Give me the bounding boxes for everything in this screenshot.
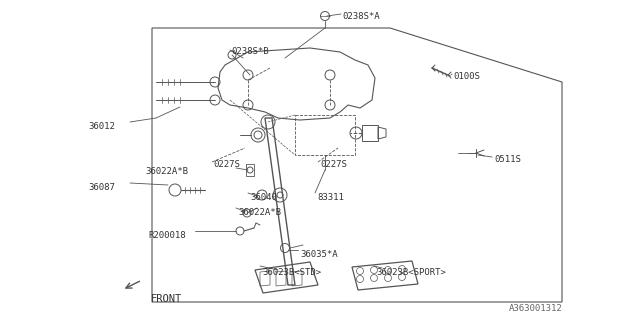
Text: 0227S: 0227S <box>213 160 240 169</box>
Text: 0227S: 0227S <box>320 160 347 169</box>
Text: 36022A*B: 36022A*B <box>238 208 281 217</box>
Text: 36023B<SPORT>: 36023B<SPORT> <box>376 268 446 277</box>
Text: 83311: 83311 <box>317 193 344 202</box>
Text: 0511S: 0511S <box>494 155 521 164</box>
Text: 36035*A: 36035*A <box>300 250 338 259</box>
Text: 0238S*A: 0238S*A <box>342 12 380 21</box>
Text: 36022A*B: 36022A*B <box>145 167 188 176</box>
Text: R200018: R200018 <box>148 231 186 240</box>
Text: 36023B<STD>: 36023B<STD> <box>262 268 321 277</box>
Text: 0100S: 0100S <box>453 72 480 81</box>
Text: A363001312: A363001312 <box>509 304 563 313</box>
Text: 36012: 36012 <box>88 122 115 131</box>
Text: FRONT: FRONT <box>151 294 182 304</box>
Text: 36087: 36087 <box>88 183 115 192</box>
Text: 36040: 36040 <box>250 193 277 202</box>
Text: 0238S*B: 0238S*B <box>231 47 269 56</box>
